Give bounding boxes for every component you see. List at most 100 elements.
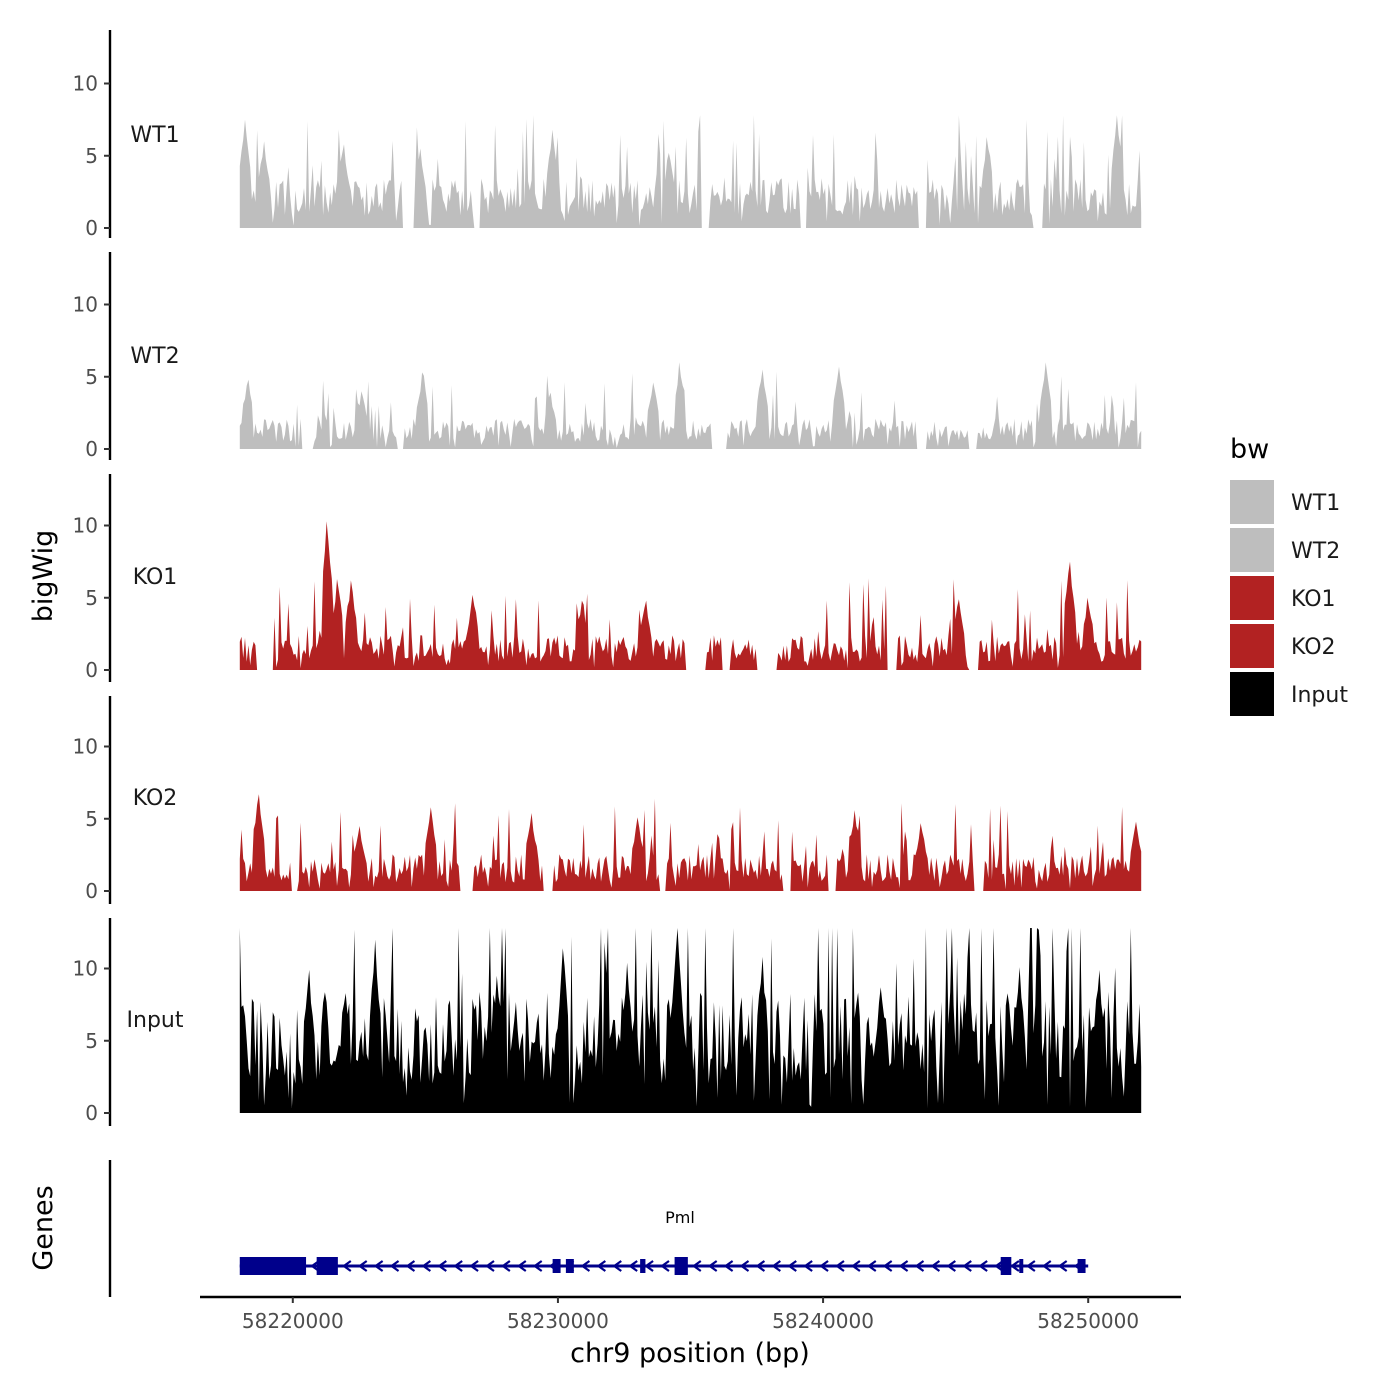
- gene-exon: [1000, 1257, 1012, 1275]
- track-ko2: 0 5 10 KO2: [73, 696, 1142, 904]
- gene-strand-arrow: [628, 1260, 638, 1272]
- gene-strand-arrow: [612, 1260, 622, 1272]
- gene-strand-arrow: [373, 1260, 384, 1272]
- x-tick-label: 58240000: [772, 1309, 874, 1333]
- gene-strand-arrow: [516, 1260, 527, 1272]
- x-tick-label: 58220000: [242, 1309, 344, 1333]
- gene-strand-arrow: [962, 1260, 972, 1272]
- gene-exon: [640, 1259, 646, 1273]
- gene-strand-arrow: [1057, 1260, 1068, 1272]
- genes-axis-title: Genes: [28, 1185, 59, 1270]
- gene-strand-arrow: [850, 1260, 861, 1272]
- gene-strand-arrow: [485, 1260, 495, 1272]
- track-ko1: 0 5 10 KO1: [73, 474, 1142, 682]
- gene-strand-arrow: [453, 1260, 463, 1272]
- gene-strand-arrow: [341, 1260, 352, 1272]
- y-tick-label: 10: [73, 735, 98, 759]
- y-tick-label: 5: [85, 807, 98, 831]
- gene-strand-arrow: [723, 1260, 734, 1272]
- y-tick-label: 10: [73, 957, 98, 981]
- legend-swatch-wt1: [1230, 480, 1274, 524]
- gene-strand-arrow: [914, 1260, 925, 1272]
- y-tick-label: 10: [73, 514, 98, 538]
- legend-title: bw: [1230, 434, 1269, 465]
- track-label-wt2: WT2: [130, 344, 179, 369]
- gene-strand-arrow: [501, 1260, 511, 1272]
- coverage-area-ko1: [239, 521, 1142, 670]
- coverage-area-wt2: [239, 362, 1142, 449]
- gene-strand-arrow: [866, 1260, 877, 1272]
- legend-label-wt1: WT1: [1291, 491, 1340, 516]
- gene-strand-arrow: [691, 1260, 702, 1272]
- gene-strand-arrow: [835, 1260, 845, 1272]
- gene-strand-arrow: [660, 1260, 670, 1272]
- x-axis: 58220000 58230000 58240000 58250000: [200, 1295, 1181, 1333]
- legend-swatch-ko1: [1230, 576, 1274, 620]
- gene-name-label: Pml: [665, 1208, 695, 1227]
- y-tick-label: 5: [85, 1029, 98, 1053]
- gene-strand-arrow: [803, 1260, 813, 1272]
- y-tick-label: 10: [73, 293, 98, 317]
- gene-strand-arrow: [1010, 1260, 1020, 1272]
- y-tick-label: 0: [85, 658, 98, 682]
- gene-strand-arrow: [644, 1260, 654, 1272]
- gene-strand-arrow: [898, 1260, 909, 1272]
- gene-exon: [552, 1259, 561, 1273]
- gene-strand-arrow: [596, 1260, 606, 1272]
- legend-swatch-input: [1230, 672, 1274, 716]
- legend-swatch-ko2: [1230, 624, 1274, 668]
- gene-strand-arrow: [389, 1260, 400, 1272]
- gene-strand-arrow: [739, 1260, 750, 1272]
- track-label-ko2: KO2: [133, 786, 178, 811]
- coverage-area-input: [239, 928, 1142, 1113]
- legend-label-ko1: KO1: [1291, 587, 1336, 612]
- y-tick-label: 0: [85, 1101, 98, 1125]
- gene-strand-arrow: [755, 1260, 766, 1272]
- y-axis-title: bigWig: [28, 530, 59, 623]
- y-tick-label: 5: [85, 586, 98, 610]
- gene-exon: [674, 1257, 688, 1275]
- y-tick-label: 5: [85, 144, 98, 168]
- track-label-wt1: WT1: [130, 123, 179, 148]
- coverage-area-ko2: [239, 794, 1142, 891]
- y-tick-label: 0: [85, 879, 98, 903]
- track-input: 0 5 10 Input: [73, 918, 1142, 1126]
- x-tick-label: 58250000: [1037, 1309, 1139, 1333]
- track-wt1: 0 5 10 WT1: [73, 30, 1142, 240]
- genes-panel: Pml: [108, 1160, 1089, 1297]
- gene-strand-arrow: [580, 1260, 591, 1272]
- coverage-tracks: 0 5 10 WT1 0 5 10 WT2 0 5 10 KO1 0 5 10 KO2 0 5 10 Input: [73, 30, 1142, 1126]
- gene-strand-arrow: [1041, 1260, 1052, 1272]
- gene-strand-arrow: [469, 1260, 479, 1272]
- legend-label-wt2: WT2: [1291, 539, 1340, 564]
- gene-strand-arrow: [787, 1260, 797, 1272]
- y-tick-label: 0: [85, 216, 98, 240]
- gene-strand-arrow: [819, 1260, 829, 1272]
- gene-strand-arrow: [1025, 1260, 1036, 1272]
- gene-strand-arrow: [532, 1260, 543, 1272]
- track-label-input: Input: [127, 1008, 184, 1033]
- legend-label-ko2: KO2: [1291, 635, 1336, 660]
- gene-strand-arrow: [405, 1260, 416, 1272]
- legend-label-input: Input: [1291, 683, 1348, 708]
- track-label-ko1: KO1: [133, 565, 178, 590]
- gene-exon: [239, 1257, 307, 1275]
- gene-strand-arrow: [978, 1260, 988, 1272]
- gene-strand-arrow: [421, 1260, 432, 1272]
- x-axis-title: chr9 position (bp): [570, 1338, 810, 1369]
- track-wt2: 0 5 10 WT2: [73, 252, 1142, 461]
- legend: bw WT1 WT2 KO1 KO2 Input: [1230, 434, 1348, 716]
- gene-strand-arrow: [357, 1260, 368, 1272]
- gene-exon: [316, 1257, 338, 1275]
- gene-strand-arrow: [771, 1260, 781, 1272]
- gene-exon: [1019, 1259, 1024, 1273]
- gene-strand-arrow: [930, 1260, 941, 1272]
- gene-exon: [1077, 1259, 1086, 1273]
- gene-strand-arrow: [946, 1260, 956, 1272]
- gene-strand-arrow: [882, 1260, 893, 1272]
- legend-swatch-wt2: [1230, 528, 1274, 572]
- y-tick-label: 5: [85, 365, 98, 389]
- gene-strand-arrow: [707, 1260, 718, 1272]
- gene-strand-arrow: [437, 1260, 447, 1272]
- x-tick-label: 58230000: [507, 1309, 609, 1333]
